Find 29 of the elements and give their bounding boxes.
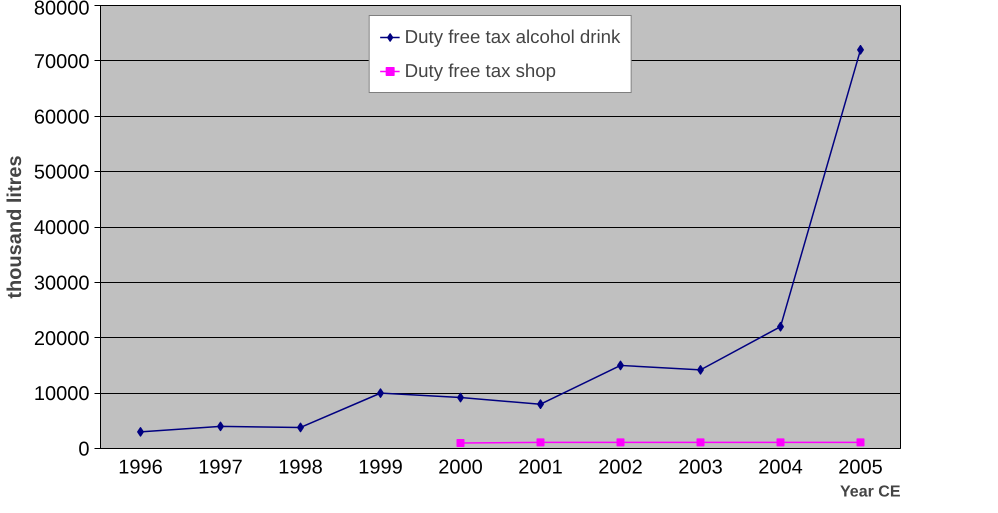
legend-label: Duty free tax alcohol drink bbox=[404, 26, 620, 48]
y-axis-title: thousand litres bbox=[4, 155, 26, 299]
y-tick-label: 30000 bbox=[34, 272, 90, 294]
y-tick-label: 50000 bbox=[34, 162, 90, 184]
x-tick-label: 1999 bbox=[358, 456, 403, 478]
x-tick-label: 1998 bbox=[278, 456, 323, 478]
y-tick-label: 0 bbox=[78, 438, 90, 460]
x-tick-label: 2002 bbox=[598, 456, 643, 478]
y-tick-label: 20000 bbox=[34, 328, 90, 350]
point bbox=[616, 438, 624, 446]
x-tick-label: 1997 bbox=[198, 456, 243, 478]
y-tick-label: 10000 bbox=[34, 383, 90, 406]
x-tick-label: 2003 bbox=[678, 456, 723, 478]
point bbox=[856, 438, 864, 446]
x-tick-label: 2000 bbox=[438, 456, 483, 478]
point bbox=[696, 438, 704, 446]
y-tick-label: 80000 bbox=[34, 0, 90, 20]
x-tick-label: 1996 bbox=[118, 456, 163, 478]
point bbox=[456, 438, 464, 447]
x-axis-title: Year CE bbox=[840, 484, 901, 500]
legend-label: Duty free tax shop bbox=[404, 60, 556, 82]
x-tick-label: 2001 bbox=[518, 456, 563, 478]
y-tick-label: 60000 bbox=[34, 106, 90, 128]
point bbox=[536, 438, 544, 446]
y-tick-label: 40000 bbox=[34, 217, 90, 239]
point bbox=[776, 438, 784, 446]
y-tick-label: 70000 bbox=[34, 50, 90, 73]
x-tick-label: 2004 bbox=[758, 456, 803, 478]
x-tick-label: 2005 bbox=[838, 456, 883, 478]
